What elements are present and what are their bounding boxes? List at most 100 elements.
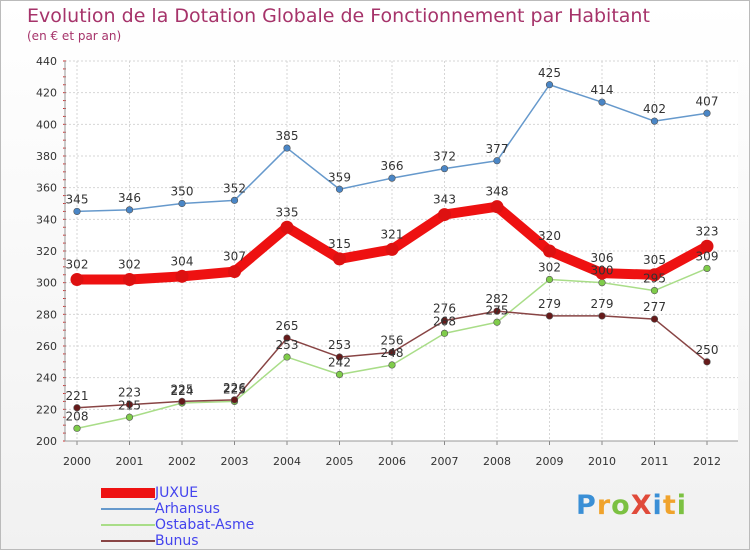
data-label: 377 — [486, 142, 509, 156]
data-point — [700, 239, 714, 253]
data-point — [73, 424, 81, 432]
data-point — [703, 109, 711, 117]
data-point — [545, 81, 554, 89]
data-point — [440, 165, 449, 173]
data-label: 385 — [276, 129, 299, 143]
data-label: 221 — [66, 389, 89, 403]
data-label: 352 — [223, 181, 246, 195]
data-point — [490, 200, 504, 214]
data-point — [650, 117, 659, 125]
x-tick-label: 2008 — [483, 455, 511, 468]
data-point — [388, 348, 396, 356]
proxiti-logo: ProXiti — [576, 490, 687, 521]
data-label: 304 — [171, 254, 194, 268]
data-label: 223 — [118, 386, 141, 400]
logo-letter: o — [611, 490, 631, 521]
data-point — [280, 220, 294, 234]
data-point — [388, 174, 396, 182]
data-point — [228, 265, 241, 279]
data-label: 250 — [696, 343, 719, 357]
data-label: 300 — [591, 264, 614, 278]
x-tick-label: 2009 — [536, 455, 564, 468]
y-tick-label: 200 — [36, 435, 57, 448]
data-label: 256 — [381, 333, 404, 347]
y-tick-label: 220 — [36, 403, 57, 416]
data-point — [650, 315, 659, 323]
data-point — [703, 358, 711, 366]
data-point — [335, 353, 344, 361]
logo-letter: i — [676, 490, 687, 521]
logo-letter: i — [652, 490, 663, 521]
y-tick-label: 300 — [36, 277, 57, 290]
data-point — [440, 317, 449, 325]
data-label: 279 — [591, 297, 614, 311]
data-label: 253 — [328, 338, 351, 352]
data-point — [388, 361, 396, 369]
data-point — [543, 244, 556, 258]
data-label: 335 — [276, 205, 299, 219]
legend-label: Bunus — [155, 533, 199, 549]
data-label: 226 — [223, 381, 246, 395]
data-point — [70, 273, 84, 286]
data-point — [123, 273, 136, 286]
data-point — [73, 207, 81, 216]
data-point — [73, 404, 81, 412]
data-label: 425 — [538, 66, 561, 80]
data-label: 208 — [66, 409, 89, 423]
legend-label: JUXUE — [155, 485, 199, 501]
logo-letter: t — [662, 490, 677, 521]
x-tick-label: 2004 — [273, 455, 301, 468]
data-label: 276 — [433, 302, 456, 316]
chart-subtitle: (en € et par an) — [27, 29, 122, 43]
data-point — [598, 279, 606, 287]
data-label: 402 — [643, 102, 666, 116]
logo-letter: P — [576, 490, 597, 521]
data-point — [493, 157, 501, 165]
x-tick-label: 2002 — [168, 455, 196, 468]
data-label: 346 — [118, 191, 141, 205]
y-tick-label: 400 — [36, 118, 57, 131]
x-tick-label: 2011 — [641, 455, 669, 468]
data-point — [595, 266, 609, 280]
legend-swatch — [101, 508, 155, 510]
data-label: 372 — [433, 150, 456, 164]
data-label: 268 — [433, 314, 456, 328]
data-point — [493, 307, 501, 315]
data-point — [178, 397, 186, 406]
data-label: 224 — [171, 384, 194, 398]
data-label: 315 — [328, 237, 351, 251]
data-label: 309 — [696, 249, 719, 263]
data-label: 215 — [118, 398, 141, 412]
y-tick-label: 260 — [36, 340, 57, 353]
y-tick-label: 240 — [36, 372, 57, 385]
logo-letter: X — [630, 490, 653, 521]
data-point — [175, 269, 189, 283]
data-label: 407 — [696, 94, 719, 108]
y-tick-label: 380 — [36, 150, 57, 163]
data-point — [230, 196, 239, 204]
data-label: 265 — [276, 319, 299, 333]
data-label: 320 — [538, 229, 561, 243]
data-label: 414 — [591, 83, 614, 97]
data-label: 302 — [66, 258, 89, 272]
y-tick-label: 440 — [36, 55, 57, 68]
data-label: 343 — [433, 193, 456, 207]
logo-letter: r — [596, 490, 612, 521]
data-label: 323 — [696, 224, 719, 238]
data-point — [230, 396, 239, 404]
y-tick-label: 320 — [36, 245, 57, 258]
data-point — [598, 312, 606, 320]
data-label: 277 — [643, 300, 666, 314]
data-point — [178, 199, 186, 208]
x-tick-label: 2010 — [588, 455, 616, 468]
x-tick-label: 2003 — [221, 455, 249, 468]
data-point — [438, 208, 451, 222]
data-label: 359 — [328, 170, 351, 184]
chart-title: Evolution de la Dotation Globale de Fonc… — [27, 5, 650, 27]
x-tick-label: 2012 — [693, 455, 721, 468]
data-point — [335, 370, 344, 379]
data-point — [283, 353, 291, 361]
data-label: 282 — [486, 292, 509, 306]
data-label: 345 — [66, 192, 89, 206]
